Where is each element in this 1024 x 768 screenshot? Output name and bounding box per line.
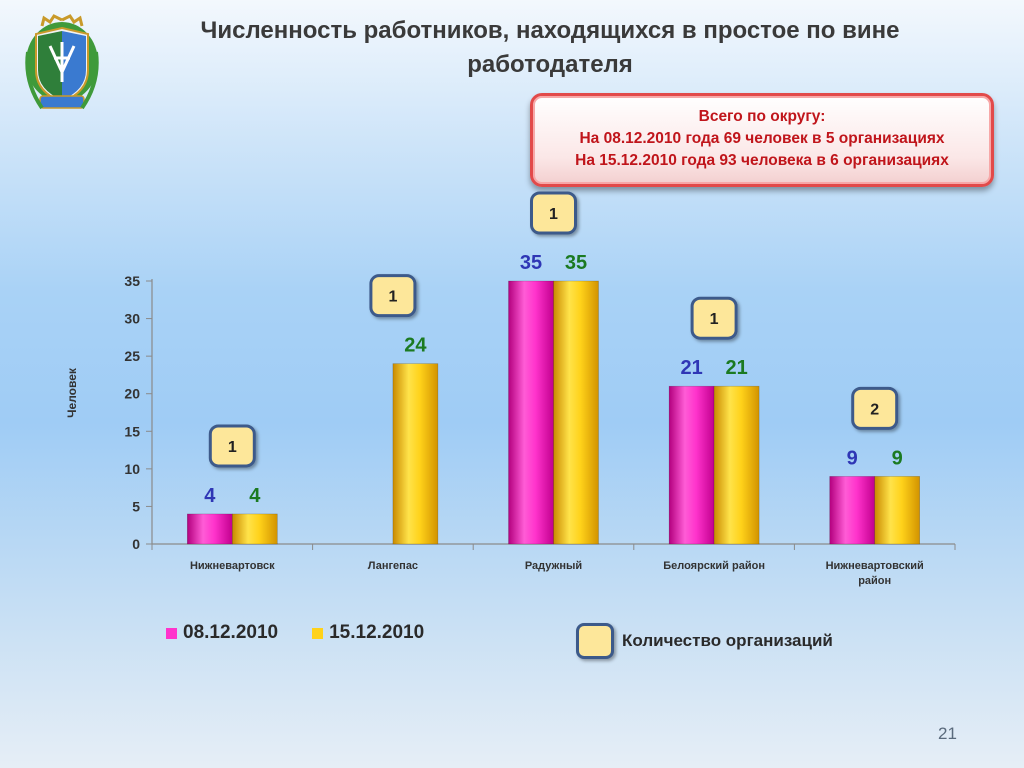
legend-label-series-2: 15.12.2010 <box>329 622 425 643</box>
series-legend: 08.12.2010 15.12.2010 <box>166 622 424 644</box>
legend-swatch-pink <box>166 627 177 639</box>
bar-value-label: 4 <box>204 485 216 507</box>
page-number: 21 <box>938 724 957 743</box>
org-count-label: 1 <box>710 311 719 328</box>
legend-item-series-2: 15.12.2010 <box>312 622 424 644</box>
y-axis-label: Человек <box>65 367 79 418</box>
title-line-2: работодателя <box>467 51 633 78</box>
bar-series-2 <box>232 513 278 545</box>
x-category-label: Лангепас <box>368 560 418 572</box>
bar-value-label: 21 <box>725 357 747 379</box>
y-tick-label: 0 <box>132 536 140 552</box>
x-category-label: Белоярский район <box>663 560 765 572</box>
org-count-label: 2 <box>870 401 879 418</box>
org-count-legend: Количество организаций <box>576 623 833 659</box>
title-line-1: Численность работников, находящихся в пр… <box>200 17 900 44</box>
bar-value-label: 9 <box>847 447 858 469</box>
bar-series-1 <box>187 513 233 545</box>
bar-value-label: 9 <box>892 447 903 469</box>
org-count-box <box>208 424 256 468</box>
y-tick-label: 20 <box>124 386 140 402</box>
x-category-label: Нижневартовский район <box>826 560 924 587</box>
bar-series-1 <box>508 280 554 545</box>
org-count-label: 1 <box>228 439 237 456</box>
summary-line-second-date: На 15.12.2010 года 93 человека в 6 орган… <box>575 152 949 169</box>
org-count-box <box>690 296 738 340</box>
y-tick-label: 5 <box>132 498 140 514</box>
bar-value-label: 4 <box>249 485 261 507</box>
x-category-label: Радужный <box>525 560 582 572</box>
bar-series-2 <box>874 476 921 545</box>
slide-title: Численность работников, находящихся в пр… <box>150 14 950 82</box>
bar-value-label: 35 <box>520 252 542 274</box>
org-count-box <box>851 386 899 430</box>
y-tick-label: 25 <box>124 348 140 364</box>
y-tick-label: 10 <box>124 461 140 477</box>
y-tick-label: 35 <box>124 273 140 289</box>
x-category-label: Нижневартовск <box>190 560 275 572</box>
org-count-label: 1 <box>388 289 397 306</box>
bar-series-1 <box>668 385 715 545</box>
bar-series-2 <box>553 280 599 545</box>
legend-swatch-gold <box>312 627 324 639</box>
summary-heading: Всего по округу: <box>698 108 826 125</box>
org-count-box <box>369 274 417 318</box>
bar-value-label: 21 <box>680 357 702 379</box>
org-count-box <box>530 191 577 235</box>
legend-label-series-1: 08.12.2010 <box>183 622 279 643</box>
summary-line-first-date: На 08.12.2010 года 69 человек в 5 органи… <box>579 130 945 147</box>
org-count-label: 1 <box>549 206 558 223</box>
bar-series-2 <box>713 385 760 545</box>
bar-value-label: 35 <box>565 252 587 274</box>
bar-series-2 <box>392 363 439 545</box>
coat-of-arms-emblem <box>25 14 99 110</box>
bar-series-1 <box>829 476 876 545</box>
y-tick-label: 15 <box>124 423 140 439</box>
district-summary-box: Всего по округу: На 08.12.2010 года 69 ч… <box>530 93 994 187</box>
org-count-legend-label: Количество организаций <box>622 631 833 650</box>
org-count-legend-box <box>576 623 614 659</box>
bar-value-label: 24 <box>404 335 427 357</box>
legend-item-series-1: 08.12.2010 <box>166 622 278 644</box>
y-tick-label: 30 <box>124 311 140 327</box>
